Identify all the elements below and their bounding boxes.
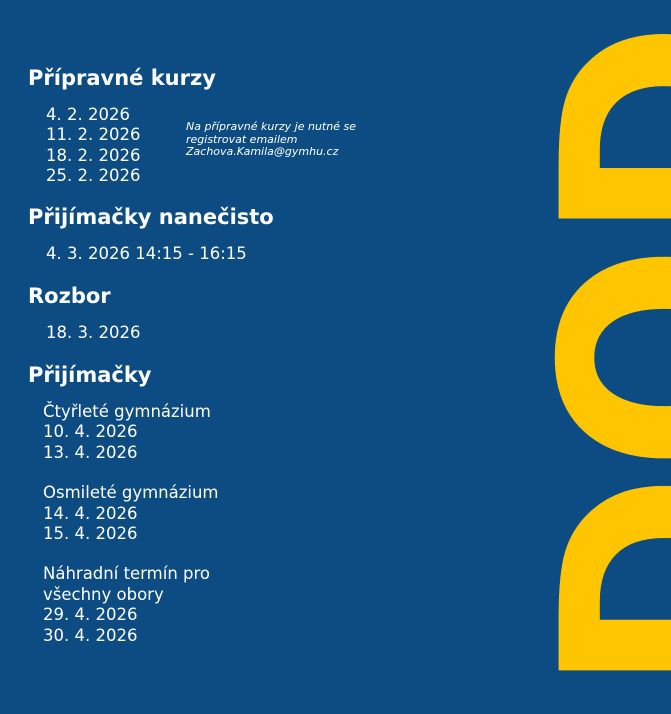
note-line: registrovat emailem xyxy=(186,132,298,146)
group-line: 13. 4. 2026 xyxy=(43,442,138,462)
group-line: 14. 4. 2026 xyxy=(43,503,138,523)
section-heading: Rozbor xyxy=(28,284,111,308)
section-heading: Přijímačky nanečisto xyxy=(28,205,274,229)
side-text: DOD xyxy=(502,20,671,695)
group-line: 15. 4. 2026 xyxy=(43,524,138,543)
group-line: 29. 4. 2026 xyxy=(43,605,138,625)
date-item: 18. 3. 2026 xyxy=(46,323,141,342)
group-line: Osmileté gymnázium xyxy=(43,483,219,503)
section-heading: Přijímačky xyxy=(28,363,152,387)
date-item: 25. 2. 2026 xyxy=(46,166,141,186)
note-line: Na přípravné kurzy je nutné se xyxy=(186,120,356,133)
group-line: 10. 4. 2026 xyxy=(43,422,138,442)
note-line: Zachova.Kamila@gymhu.cz xyxy=(186,145,339,158)
group-line: 30. 4. 2026 xyxy=(43,625,138,645)
group-line: Náhradní termín pro xyxy=(43,564,211,584)
date-item: 4. 2. 2026 xyxy=(46,105,130,124)
date-item: 11. 2. 2026 xyxy=(46,125,141,145)
section-heading: Přípravné kurzy xyxy=(28,66,216,90)
group-line: všechny obory xyxy=(43,584,164,604)
date-item: 4. 3. 2026 14:15 - 16:15 xyxy=(46,244,247,263)
group-line: Čtyřleté gymnázium xyxy=(43,402,211,421)
date-item: 18. 2. 2026 xyxy=(46,145,141,165)
